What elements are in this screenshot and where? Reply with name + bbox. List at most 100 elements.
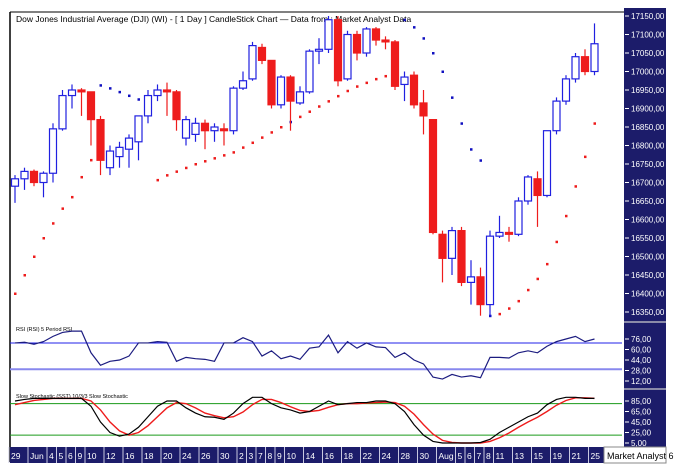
date-label: 19 <box>553 451 563 461</box>
date-label: 24 <box>382 451 392 461</box>
price-tick-label: 16900,00 <box>631 105 665 114</box>
candle-up <box>485 235 495 306</box>
sar-dot <box>574 185 577 188</box>
sar-dot <box>109 87 112 90</box>
sar-dot <box>71 195 74 199</box>
sar-dot <box>251 141 254 145</box>
sar-dot <box>384 74 387 78</box>
date-label: 20 <box>163 451 173 461</box>
date-label: Jun <box>30 451 44 461</box>
sar-dot <box>166 174 169 177</box>
date-label: 30 <box>420 451 430 461</box>
rsi-tick-label: 76,00 <box>631 335 652 344</box>
date-label: 6 <box>68 451 73 461</box>
price-tick-label: 16400,00 <box>631 290 665 299</box>
sar-dot <box>194 163 197 166</box>
date-label: 13 <box>515 451 525 461</box>
candle-up <box>314 48 324 52</box>
date-label: 15 <box>534 451 544 461</box>
candle-down <box>371 28 381 41</box>
sar-dot <box>213 157 216 160</box>
sar-dot <box>61 207 64 210</box>
candle-up <box>523 176 533 202</box>
rsi-tick-label: 60,00 <box>631 346 652 355</box>
price-tick-label: 17050,00 <box>631 49 665 58</box>
date-label: 9 <box>78 451 83 461</box>
date-label: 7 <box>258 451 263 461</box>
candle-down <box>172 91 181 121</box>
candle-up <box>324 19 333 50</box>
price-tick-label: 16600,00 <box>631 216 665 225</box>
footer-label-box <box>603 446 667 464</box>
candle-up <box>181 118 191 139</box>
sar-dot <box>584 155 587 159</box>
candle-down <box>86 91 96 121</box>
date-label: 10 <box>287 451 297 461</box>
date-label: 4 <box>49 451 54 461</box>
candle-down <box>96 118 105 161</box>
date-label: 22 <box>363 451 373 461</box>
candle-up <box>134 115 143 143</box>
value-axis-panel <box>624 8 666 448</box>
sar-dot <box>403 18 406 22</box>
date-label: Aug <box>439 451 454 461</box>
price-tick-label: 16850,00 <box>631 123 665 132</box>
rsi-tick-label: 44,00 <box>631 356 652 365</box>
date-label: 8 <box>486 451 491 461</box>
sar-dot <box>498 312 501 316</box>
sar-dot <box>489 314 492 318</box>
sar-dot <box>470 148 473 151</box>
candle-down <box>533 178 542 197</box>
sar-dot <box>375 77 378 81</box>
candle-down <box>381 39 390 43</box>
date-label: 18 <box>344 451 354 461</box>
sar-dot <box>90 158 93 162</box>
candle-up <box>67 89 77 97</box>
price-tick-label: 16650,00 <box>631 197 665 206</box>
sar-dot <box>52 222 55 225</box>
candle-up <box>58 94 67 130</box>
candle-up <box>542 130 552 197</box>
sar-dot <box>185 166 188 170</box>
date-label: 16 <box>125 451 135 461</box>
date-label: 11 <box>496 451 505 461</box>
sar-dot <box>327 100 330 103</box>
sar-dot <box>479 159 482 162</box>
rsi-label: RSI (RSI) 5 Period RSI <box>16 327 73 333</box>
candle-up <box>305 50 314 93</box>
candle-up <box>238 80 248 89</box>
candle-up <box>362 28 371 54</box>
sar-dot <box>432 52 435 55</box>
stochastic-tick-label: 85,00 <box>631 397 652 406</box>
candle-down <box>29 170 39 184</box>
candle-up <box>210 126 219 132</box>
price-tick-label: 16350,00 <box>631 308 665 317</box>
date-label: 29 <box>11 451 21 461</box>
price-tick-label: 16500,00 <box>631 253 665 262</box>
candle-up <box>115 146 124 158</box>
candle-up <box>48 128 58 174</box>
date-label: 2 <box>239 451 244 461</box>
sar-dot <box>546 262 549 266</box>
date-label: 30 <box>220 451 230 461</box>
candle-up <box>343 33 352 80</box>
sar-dot <box>565 214 568 218</box>
candle-up <box>400 76 409 86</box>
sar-dot <box>232 151 235 154</box>
date-label: 10 <box>87 451 97 461</box>
candle-down <box>77 89 86 93</box>
candle-down <box>390 41 400 87</box>
price-tick-label: 17100,00 <box>631 31 665 40</box>
candle-up <box>153 89 162 97</box>
date-label: 16 <box>325 451 335 461</box>
date-axis <box>10 447 622 463</box>
candle-up <box>10 178 20 187</box>
sar-dot <box>280 126 283 129</box>
candle-up <box>143 94 153 117</box>
sar-dot <box>356 85 359 88</box>
sar-dot <box>42 237 45 240</box>
candle-up <box>466 276 476 284</box>
stochastic-k-line <box>14 396 595 444</box>
footer-label: Market Analyst 6 <box>607 451 674 461</box>
sar-dot <box>451 96 454 99</box>
